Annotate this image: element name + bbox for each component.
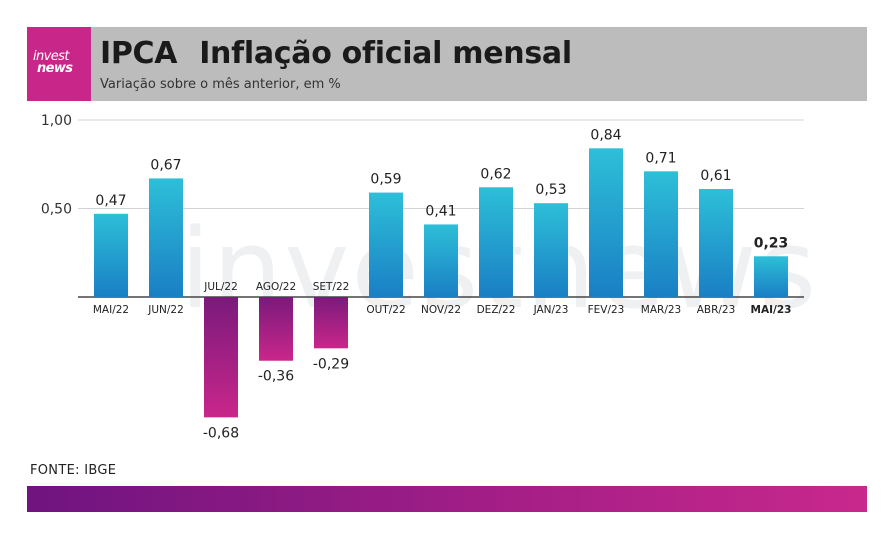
data-label: 0,62 [480, 166, 511, 182]
chart-header: invest news IPCA Inflação oficial mensal … [27, 27, 867, 101]
bar [589, 148, 623, 297]
bar [149, 178, 183, 297]
data-label: -0,29 [313, 356, 349, 372]
x-tick-label: JUL/22 [203, 281, 238, 293]
data-label: -0,68 [203, 425, 239, 441]
x-tick-label: FEV/23 [588, 304, 625, 316]
x-tick-label: MAI/23 [751, 304, 792, 316]
x-tick-label: SET/22 [313, 281, 350, 293]
data-label: 0,41 [425, 203, 456, 219]
x-tick-label: JAN/23 [533, 304, 569, 316]
x-tick-label: MAI/22 [93, 304, 129, 316]
x-tick-label: JUN/22 [147, 304, 184, 316]
footer-gradient-bar [27, 486, 867, 512]
x-tick-label: ABR/23 [697, 304, 736, 316]
data-label: 0,47 [95, 193, 126, 209]
logo-line1: invest [33, 49, 69, 64]
bar [94, 213, 128, 297]
data-label: 0,61 [700, 168, 731, 184]
bar [204, 297, 238, 418]
bars-layer [94, 148, 788, 418]
source-note: FONTE: IBGE [30, 463, 117, 478]
chart-title: IPCA Inflação oficial mensal [100, 36, 572, 71]
x-tick-label: MAR/23 [641, 304, 681, 316]
labels-layer: 0,50 1,00 MAI/22 0,47 JUN/22 0,67 JUL/22 -0,68 A… [41, 113, 792, 441]
x-tick-label: DEZ/22 [477, 304, 516, 316]
logo-text: invest news [33, 49, 73, 76]
bar [644, 171, 678, 297]
y-tick-label: 1,00 [41, 113, 72, 129]
data-label: 0,84 [590, 127, 621, 143]
title-rest: Inflação oficial mensal [199, 36, 572, 71]
bar [424, 224, 458, 297]
investnews-logo: invest news [27, 27, 91, 101]
bar [369, 192, 403, 297]
bar [534, 203, 568, 297]
data-label: -0,36 [258, 369, 294, 385]
data-label: 0,59 [370, 172, 401, 188]
x-tick-label: AGO/22 [256, 281, 296, 293]
data-label: 0,23 [754, 235, 789, 251]
data-label: 0,53 [535, 182, 566, 198]
x-tick-label: NOV/22 [421, 304, 461, 316]
chart-subtitle: Variação sobre o mês anterior, em % [100, 77, 341, 92]
bar [479, 187, 513, 297]
bar [259, 297, 293, 361]
y-tick-label: 0,50 [41, 202, 72, 218]
data-label: 0,67 [150, 157, 181, 173]
x-tick-label: OUT/22 [366, 304, 405, 316]
logo-line2: news [37, 61, 73, 76]
bar [754, 256, 788, 297]
title-main: IPCA [100, 36, 178, 71]
bar [699, 189, 733, 297]
bar [314, 297, 348, 349]
data-label: 0,71 [645, 150, 676, 166]
